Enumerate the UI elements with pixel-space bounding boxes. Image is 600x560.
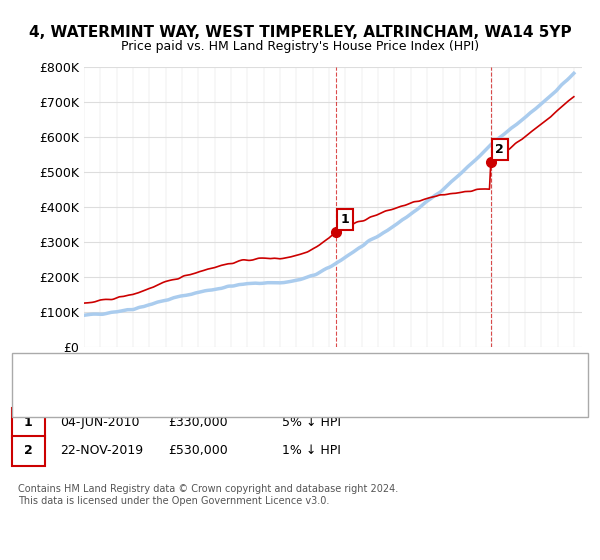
Text: 1: 1 bbox=[341, 213, 350, 226]
Text: ——: —— bbox=[30, 362, 50, 380]
Text: 5% ↓ HPI: 5% ↓ HPI bbox=[282, 416, 341, 430]
Text: 4, WATERMINT WAY, WEST TIMPERLEY, ALTRINCHAM, WA14 5YP (detached house): 4, WATERMINT WAY, WEST TIMPERLEY, ALTRIN… bbox=[72, 366, 527, 376]
Text: 1: 1 bbox=[24, 416, 32, 430]
Text: 04-JUN-2010: 04-JUN-2010 bbox=[60, 416, 139, 430]
Text: £330,000: £330,000 bbox=[168, 416, 227, 430]
Text: ——: —— bbox=[30, 385, 50, 403]
Text: HPI: Average price, detached house, Trafford: HPI: Average price, detached house, Traf… bbox=[72, 389, 321, 399]
Text: 22-NOV-2019: 22-NOV-2019 bbox=[60, 444, 143, 458]
Text: Price paid vs. HM Land Registry's House Price Index (HPI): Price paid vs. HM Land Registry's House … bbox=[121, 40, 479, 53]
Text: 2: 2 bbox=[24, 444, 32, 458]
Text: £530,000: £530,000 bbox=[168, 444, 228, 458]
Text: 1% ↓ HPI: 1% ↓ HPI bbox=[282, 444, 341, 458]
Text: Contains HM Land Registry data © Crown copyright and database right 2024.
This d: Contains HM Land Registry data © Crown c… bbox=[18, 484, 398, 506]
Text: 2: 2 bbox=[496, 143, 504, 156]
Text: 4, WATERMINT WAY, WEST TIMPERLEY, ALTRINCHAM, WA14 5YP: 4, WATERMINT WAY, WEST TIMPERLEY, ALTRIN… bbox=[29, 25, 571, 40]
